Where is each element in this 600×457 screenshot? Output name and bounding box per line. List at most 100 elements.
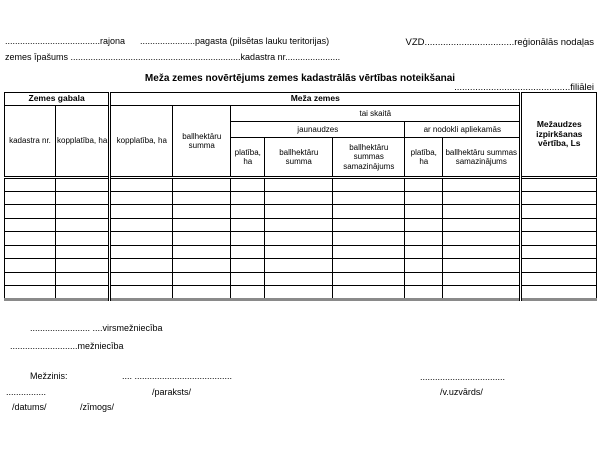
empty-cell bbox=[519, 231, 598, 246]
empty-cell bbox=[264, 190, 334, 205]
district-parish-line: ......................................ra… bbox=[5, 36, 330, 46]
table-row bbox=[4, 217, 598, 232]
col-nodokli-samazinajums: ballhektāru summas samazinājums bbox=[442, 137, 522, 178]
empty-cell bbox=[54, 204, 111, 219]
empty-cell bbox=[332, 231, 406, 246]
empty-cell bbox=[404, 204, 444, 219]
empty-cell bbox=[442, 190, 522, 205]
empty-cell bbox=[172, 271, 232, 286]
col-kopplatiba-gabala: kopplatība, ha bbox=[54, 105, 111, 178]
empty-cell bbox=[332, 258, 406, 273]
col-group-jaunaudzes: jaunaudzes bbox=[230, 121, 406, 138]
empty-cell bbox=[332, 176, 406, 192]
empty-cell bbox=[519, 217, 598, 232]
col-jaunaudzes-ballhektaru-summa: ballhektāru summa bbox=[264, 137, 334, 178]
empty-cell bbox=[108, 176, 174, 192]
col-group-meza-zemes: Meža zemes bbox=[108, 92, 522, 106]
col-kadastra-nr: kadastra nr. bbox=[4, 105, 56, 178]
empty-cell bbox=[519, 258, 598, 273]
empty-cell bbox=[4, 231, 56, 246]
name-surname-caption: /v.uzvārds/ bbox=[440, 387, 483, 397]
empty-cell bbox=[172, 190, 232, 205]
empty-cell bbox=[230, 217, 266, 232]
empty-cell bbox=[4, 190, 56, 205]
empty-cell bbox=[442, 244, 522, 259]
empty-cell bbox=[108, 231, 174, 246]
empty-cell bbox=[108, 217, 174, 232]
col-kopplatiba-meza: kopplatība, ha bbox=[108, 105, 174, 178]
empty-cell bbox=[264, 285, 334, 301]
col-jaunaudzes-samazinajums: ballhektāru summas samazinājums bbox=[332, 137, 406, 178]
empty-cell bbox=[442, 271, 522, 286]
empty-cell bbox=[332, 285, 406, 301]
empty-cell bbox=[332, 217, 406, 232]
forest-land-assessment-table: Zemes gabala Meža zemes Mežaudzes izpirk… bbox=[3, 92, 598, 301]
empty-cell bbox=[442, 176, 522, 192]
empty-cell bbox=[108, 244, 174, 259]
table-row bbox=[4, 204, 598, 219]
empty-cell bbox=[264, 258, 334, 273]
empty-cell bbox=[442, 285, 522, 301]
empty-cell bbox=[442, 204, 522, 219]
empty-cell bbox=[54, 244, 111, 259]
empty-cell bbox=[54, 258, 111, 273]
col-mezaudzes-izpirksanas-vertiba: Mežaudzes izpirkšanas vērtība, Ls bbox=[519, 92, 598, 178]
col-group-tai-skaita: tai skaitā bbox=[230, 105, 522, 122]
empty-cell bbox=[54, 190, 111, 205]
property-cadastre-line: zemes īpašums ..........................… bbox=[5, 52, 341, 62]
empty-cell bbox=[332, 244, 406, 259]
empty-cell bbox=[230, 190, 266, 205]
vzd-branch-line: ........................................… bbox=[454, 82, 594, 93]
empty-cell bbox=[4, 285, 56, 301]
table-row bbox=[4, 271, 598, 286]
table-body bbox=[4, 176, 598, 301]
empty-cell bbox=[519, 190, 598, 205]
empty-cell bbox=[519, 271, 598, 286]
table-row bbox=[4, 244, 598, 259]
empty-cell bbox=[230, 258, 266, 273]
col-group-ar-nodokli-apliekamas: ar nodokli apliekamās bbox=[404, 121, 522, 138]
empty-cell bbox=[230, 204, 266, 219]
empty-cell bbox=[264, 176, 334, 192]
mezzinis-signature-dots: .... ...................................… bbox=[122, 371, 233, 381]
empty-cell bbox=[230, 244, 266, 259]
stamp-caption: /zīmogs/ bbox=[80, 402, 115, 412]
empty-cell bbox=[519, 176, 598, 192]
empty-cell bbox=[264, 231, 334, 246]
mezzinis-label: Mežzinis: bbox=[30, 371, 68, 381]
empty-cell bbox=[230, 176, 266, 192]
col-jaunaudzes-platiba: platība, ha bbox=[230, 137, 266, 178]
empty-cell bbox=[172, 258, 232, 273]
empty-cell bbox=[4, 176, 56, 192]
empty-cell bbox=[172, 285, 232, 301]
empty-cell bbox=[332, 190, 406, 205]
empty-cell bbox=[519, 204, 598, 219]
empty-cell bbox=[54, 176, 111, 192]
empty-cell bbox=[172, 231, 232, 246]
empty-cell bbox=[404, 217, 444, 232]
empty-cell bbox=[230, 271, 266, 286]
empty-cell bbox=[54, 231, 111, 246]
virsmeznieciba-line: ........................ ....virsmežniec… bbox=[30, 323, 163, 333]
empty-cell bbox=[54, 271, 111, 286]
table-row bbox=[4, 176, 598, 192]
date-caption: /datums/ bbox=[12, 402, 47, 412]
empty-cell bbox=[54, 217, 111, 232]
empty-cell bbox=[442, 231, 522, 246]
empty-cell bbox=[264, 271, 334, 286]
empty-cell bbox=[264, 217, 334, 232]
empty-cell bbox=[4, 244, 56, 259]
col-group-zemes-gabala: Zemes gabala bbox=[3, 92, 111, 106]
signature-caption: /paraksts/ bbox=[152, 387, 192, 397]
vzd-regional-office-line: VZD..................................reģ… bbox=[405, 37, 595, 48]
empty-cell bbox=[108, 271, 174, 286]
empty-cell bbox=[404, 231, 444, 246]
vzd-header-block: VZD..................................reģ… bbox=[406, 5, 595, 125]
empty-cell bbox=[404, 244, 444, 259]
table-header: Zemes gabala Meža zemes Mežaudzes izpirk… bbox=[3, 92, 598, 178]
col-ballhektaru-summa: ballhektāru summa bbox=[172, 105, 232, 178]
empty-cell bbox=[230, 285, 266, 301]
empty-cell bbox=[404, 258, 444, 273]
empty-cell bbox=[230, 231, 266, 246]
empty-cell bbox=[4, 258, 56, 273]
